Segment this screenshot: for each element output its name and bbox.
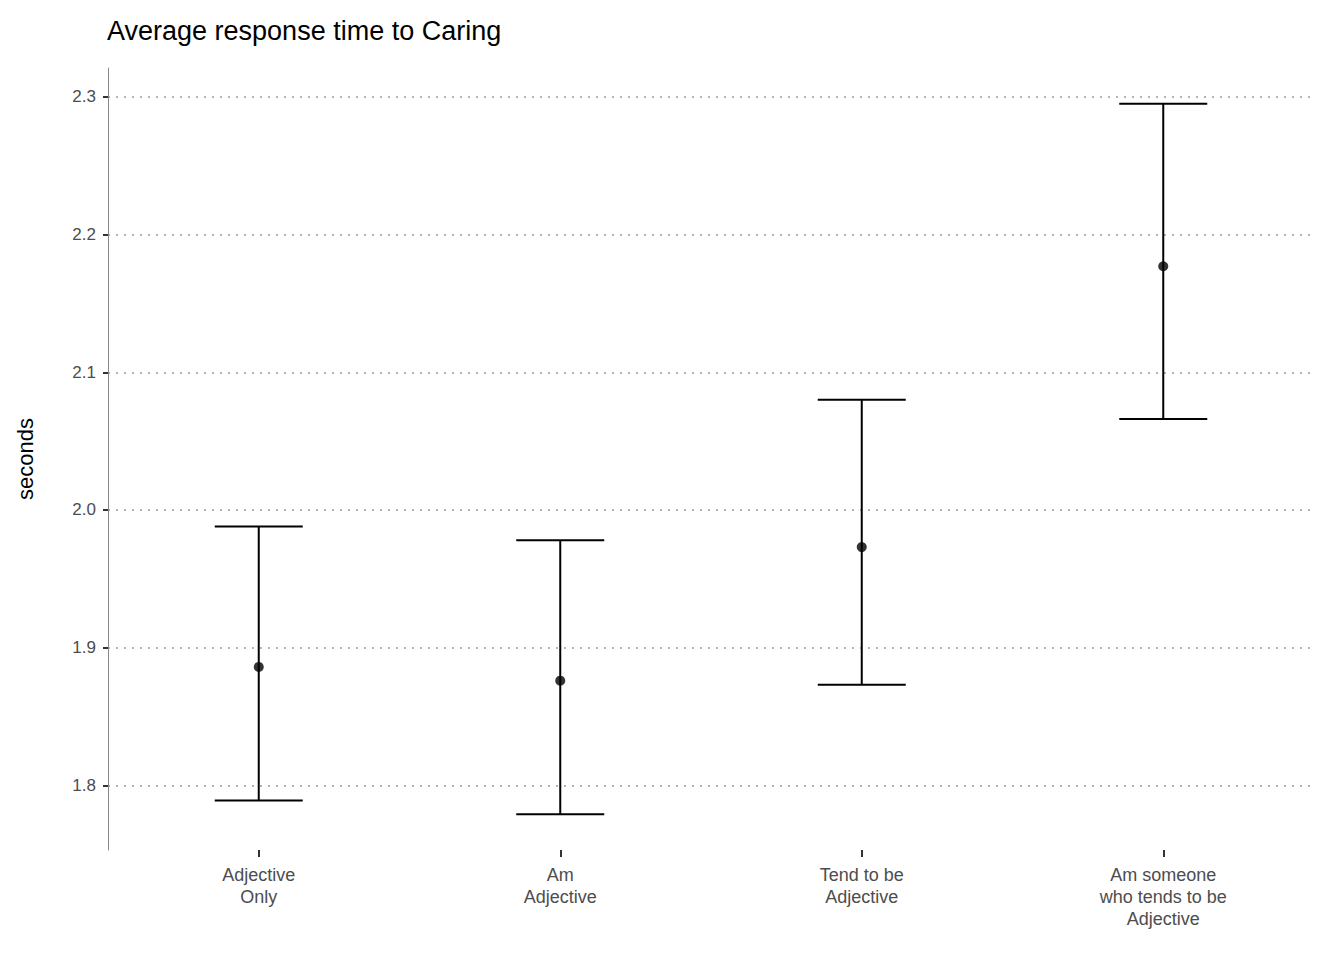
- svg-text:2.0: 2.0: [72, 500, 96, 519]
- svg-text:Tend to be: Tend to be: [820, 865, 904, 885]
- svg-text:2.3: 2.3: [72, 87, 96, 106]
- svg-text:1.8: 1.8: [72, 776, 96, 795]
- svg-text:who tends to be: who tends to be: [1099, 887, 1227, 907]
- svg-text:1.9: 1.9: [72, 638, 96, 657]
- svg-text:Adjective: Adjective: [222, 865, 295, 885]
- svg-text:Am someone: Am someone: [1110, 865, 1216, 885]
- svg-text:Adjective: Adjective: [524, 887, 597, 907]
- svg-text:Adjective: Adjective: [1127, 909, 1200, 929]
- svg-text:Adjective: Adjective: [825, 887, 898, 907]
- svg-text:Only: Only: [240, 887, 277, 907]
- svg-text:2.1: 2.1: [72, 363, 96, 382]
- svg-text:2.2: 2.2: [72, 225, 96, 244]
- svg-text:Am: Am: [547, 865, 574, 885]
- svg-text:seconds: seconds: [13, 418, 38, 500]
- svg-text:Average response time to Carin: Average response time to Caring: [107, 16, 501, 46]
